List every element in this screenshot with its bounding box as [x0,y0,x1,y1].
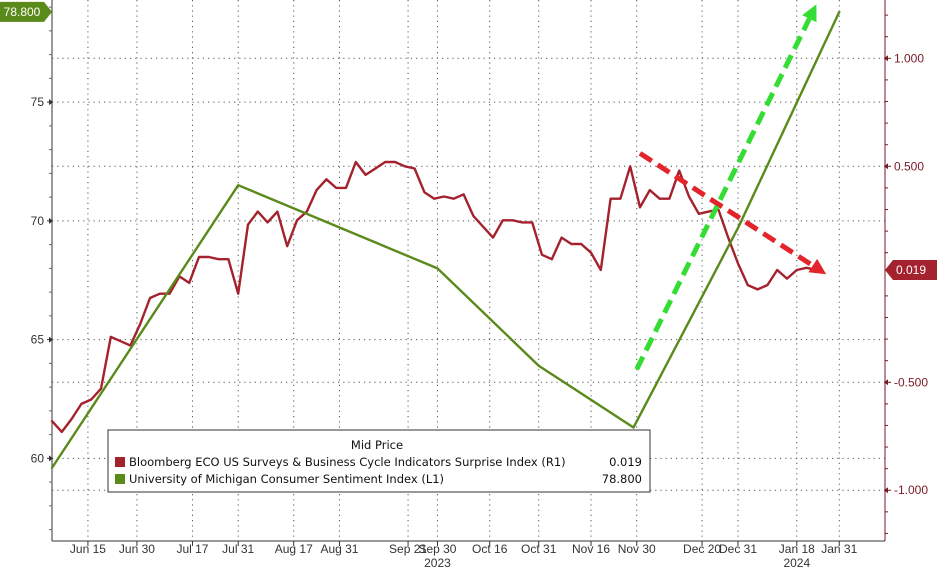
left-tick-label: 65 [31,333,45,347]
x-year-label: 2023 [424,556,451,569]
green-uptrend-arrow-shaft [634,17,812,371]
annotation-arrows [634,4,827,371]
x-axis-ticks: Jun 15 Jun 30 Jul 17 Jul 31 Aug 17 Aug 31 Sep … [70,541,858,569]
legend-value-surprise-index: 0.019 [609,455,642,469]
x-year-label: 2024 [783,556,810,569]
left-tick-label: 75 [31,95,45,109]
right-current-value-badge [885,259,937,280]
right-tick-pointer [884,55,888,62]
axes [51,0,886,542]
sentiment-index-line [50,10,841,470]
x-tick-label: Jan 31 [821,542,857,556]
left-axis-ticks: 60 65 70 75 [31,6,53,531]
x-tick-label: Oct 31 [521,542,557,556]
red-downtrend-arrow-head [808,258,827,275]
right-current-value-label: 0.019 [896,263,926,277]
legend-swatch-sentiment-index [115,474,125,484]
right-tick-label: 1.000 [894,51,924,65]
x-tick-label: Nov 16 [572,542,610,556]
x-tick-label: Jan 18 [779,542,815,556]
right-tick-pointer [884,487,888,494]
left-tick-pointer [49,217,53,224]
legend-label-sentiment-index: University of Michigan Consumer Sentimen… [129,472,444,486]
red-downtrend-arrow-shaft [638,151,815,268]
right-tick-label: -0.500 [894,375,928,389]
x-tick-label: Aug 17 [275,542,313,556]
current-value-badges: 78.800 0.019 [0,1,937,280]
left-tick-label: 70 [31,214,45,228]
x-tick-label: Jul 17 [176,542,208,556]
legend-label-surprise-index: Bloomberg ECO US Surveys & Business Cycl… [129,455,566,469]
x-tick-label: Jul 31 [222,542,254,556]
legend-value-sentiment-index: 78.800 [602,472,642,486]
x-tick-label: Sep 21 [389,542,427,556]
left-tick-label: 60 [31,451,45,465]
right-tick-pointer [884,379,888,386]
right-tick-label: 0.500 [894,159,924,173]
series-lines [50,10,841,470]
x-tick-label: Nov 30 [618,542,656,556]
x-tick-label: Dec 20 [683,542,721,556]
green-uptrend-arrow-head [802,4,817,23]
legend-swatch-surprise-index [115,457,125,467]
right-axis-ticks: 1.000 0.500 -0.500 -1.000 [884,14,928,534]
left-tick-pointer [49,99,53,106]
x-tick-label: Dec 31 [719,542,757,556]
left-tick-pointer [49,336,53,343]
right-tick-label: -1.000 [894,483,928,497]
x-tick-label: Sep 30 [418,542,456,556]
left-tick-pointer [49,455,53,462]
left-current-value-label: 78.800 [4,5,41,19]
left-current-value-badge [0,1,52,22]
x-tick-label: Oct 16 [472,542,508,556]
x-tick-label: Aug 31 [320,542,358,556]
x-tick-label: Jun 15 [70,542,106,556]
legend: Mid Price Bloomberg ECO US Surveys & Bus… [107,429,651,493]
x-tick-label: Jun 30 [119,542,155,556]
legend-title: Mid Price [351,438,403,452]
right-tick-pointer [884,163,888,170]
legend-box [107,429,651,493]
